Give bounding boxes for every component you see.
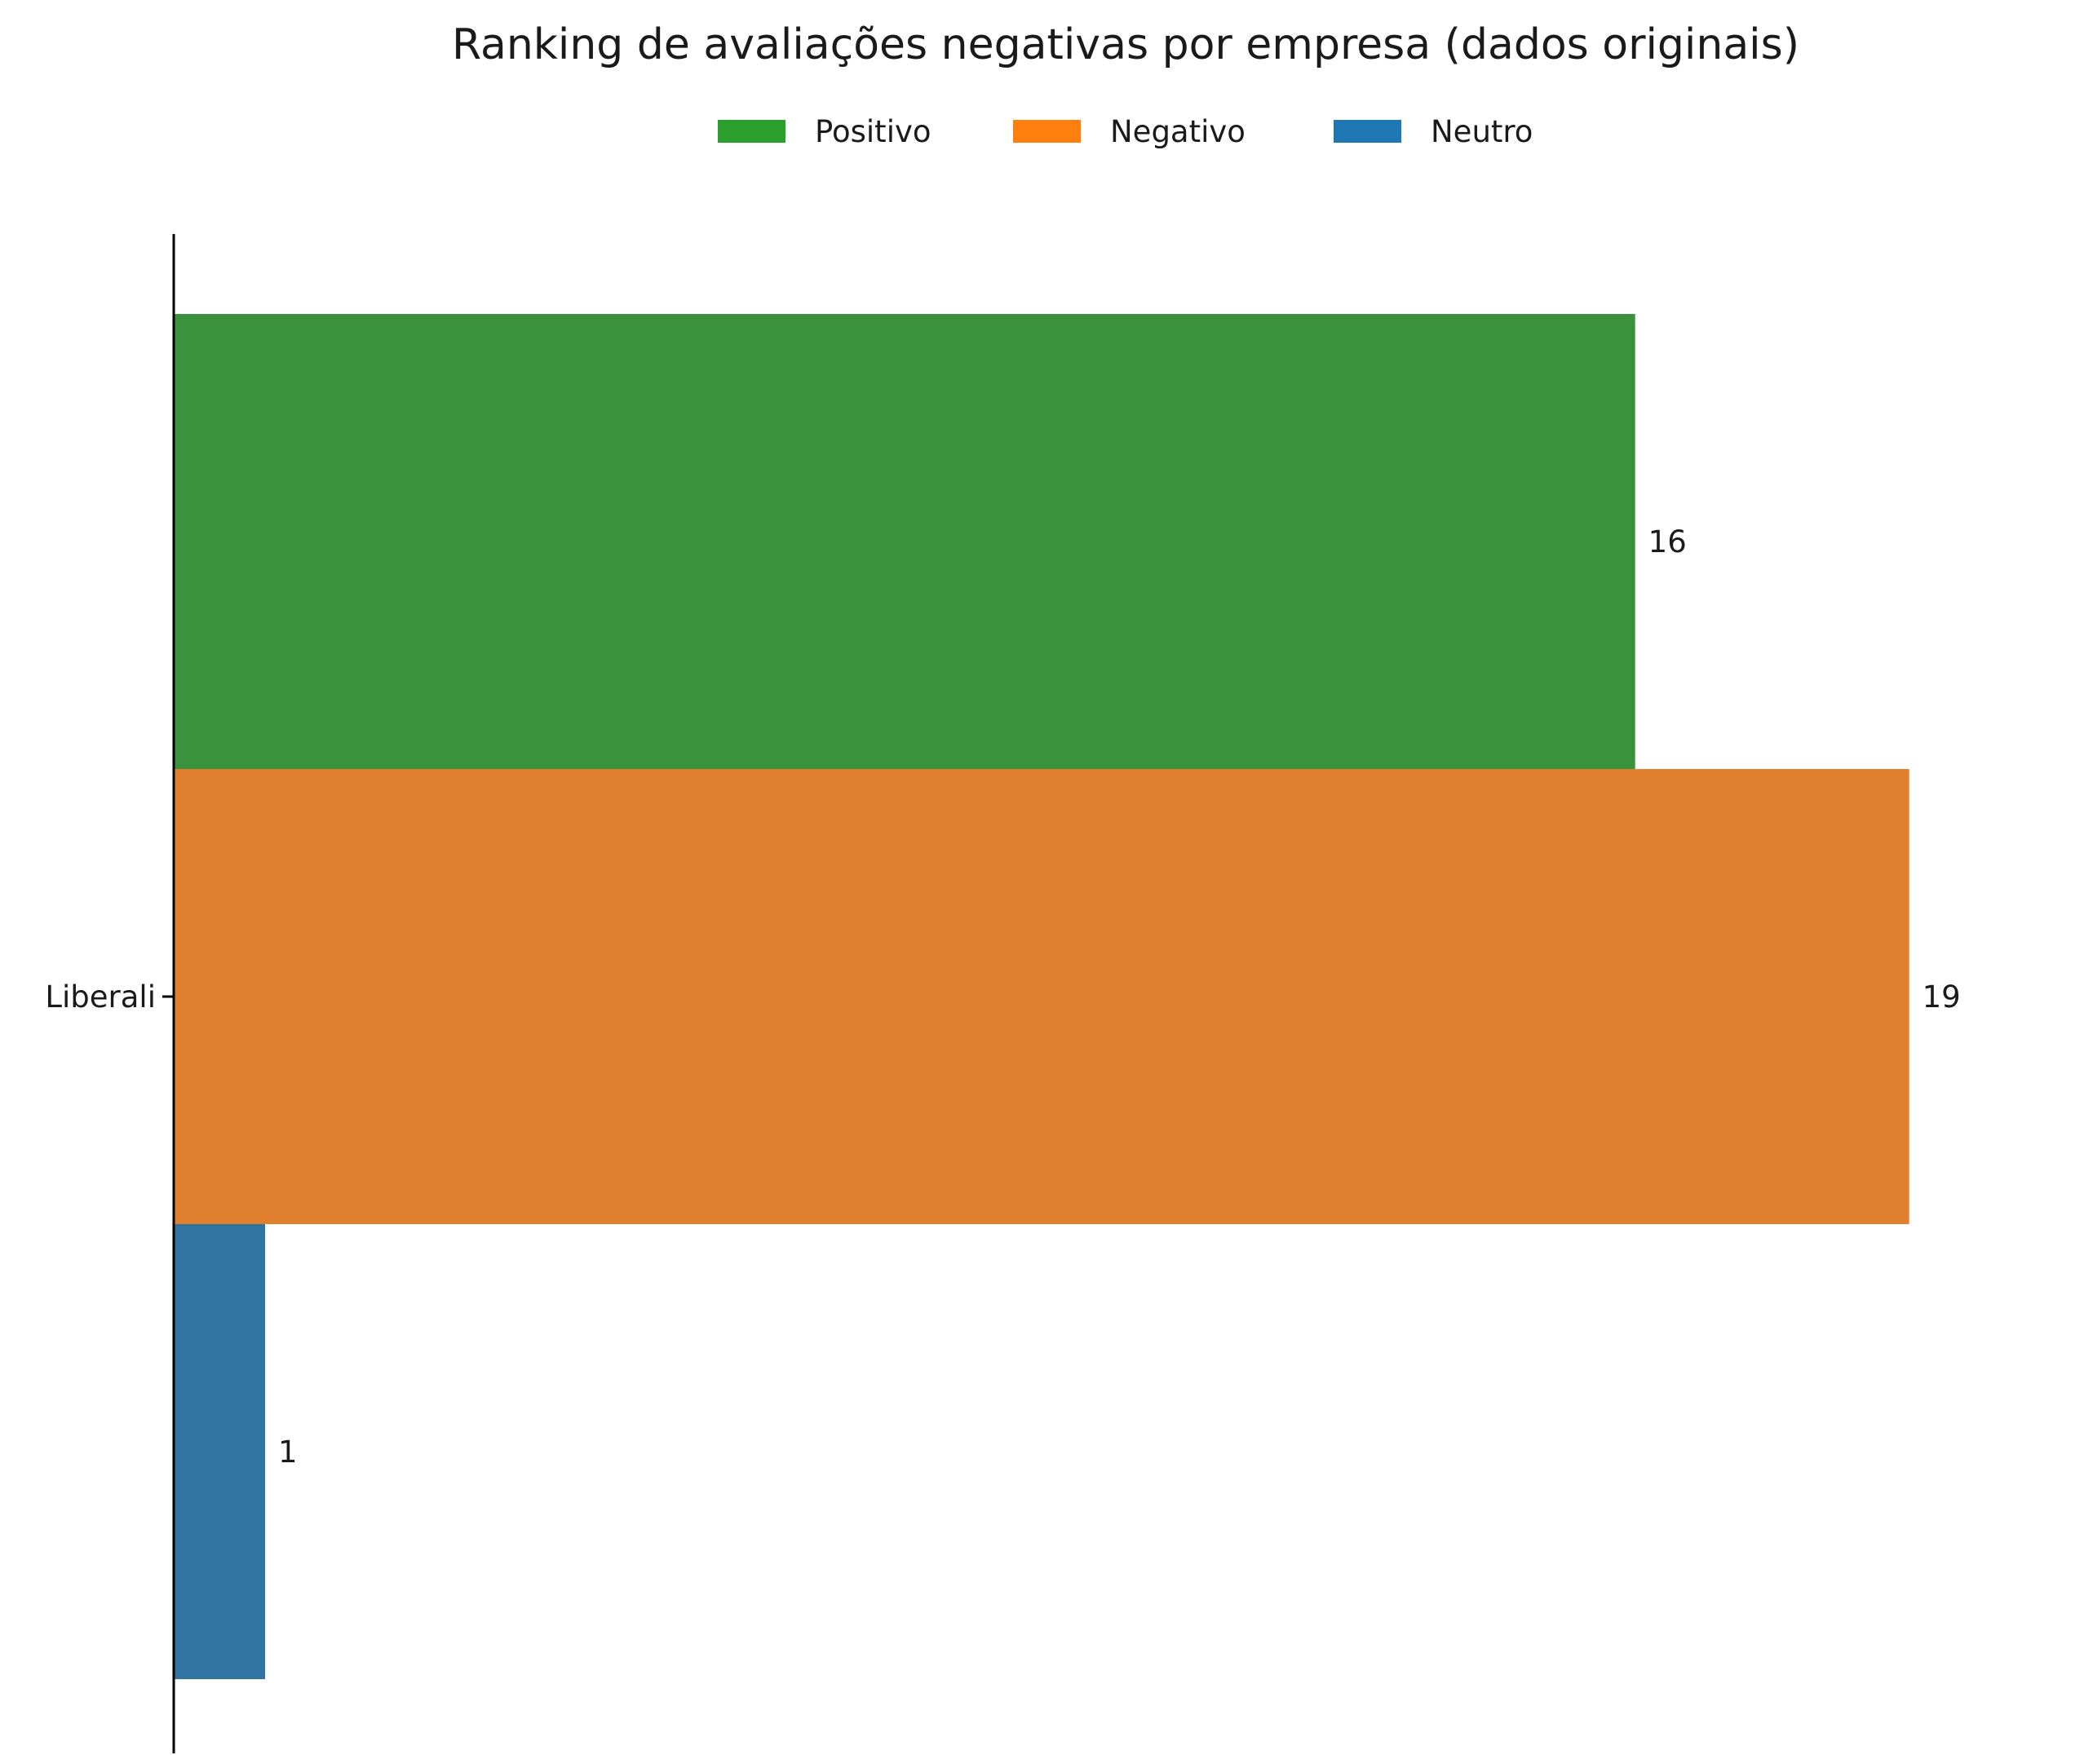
chart-title: Ranking de avaliações negativas por empr…	[452, 20, 1799, 69]
data-labels: 16 19 1	[278, 524, 1961, 1470]
y-ticks: Liberali	[45, 979, 174, 1015]
y-tick-label-liberali: Liberali	[45, 979, 156, 1015]
data-label-positivo: 16	[1648, 524, 1687, 559]
bars	[174, 314, 1909, 1679]
legend-label-negativo: Negativo	[1110, 114, 1246, 149]
bar-positivo	[174, 314, 1635, 769]
legend-label-positivo: Positivo	[815, 114, 931, 149]
legend-label-neutro: Neutro	[1431, 114, 1533, 149]
data-label-neutro: 1	[278, 1435, 298, 1470]
legend: Positivo Negativo Neutro	[718, 114, 1533, 149]
bar-neutro	[174, 1224, 265, 1679]
legend-swatch-positivo	[718, 120, 785, 143]
bar-negativo	[174, 769, 1909, 1224]
data-label-negativo: 19	[1923, 979, 1961, 1015]
legend-swatch-neutro	[1334, 120, 1401, 143]
legend-swatch-negativo	[1013, 120, 1081, 143]
